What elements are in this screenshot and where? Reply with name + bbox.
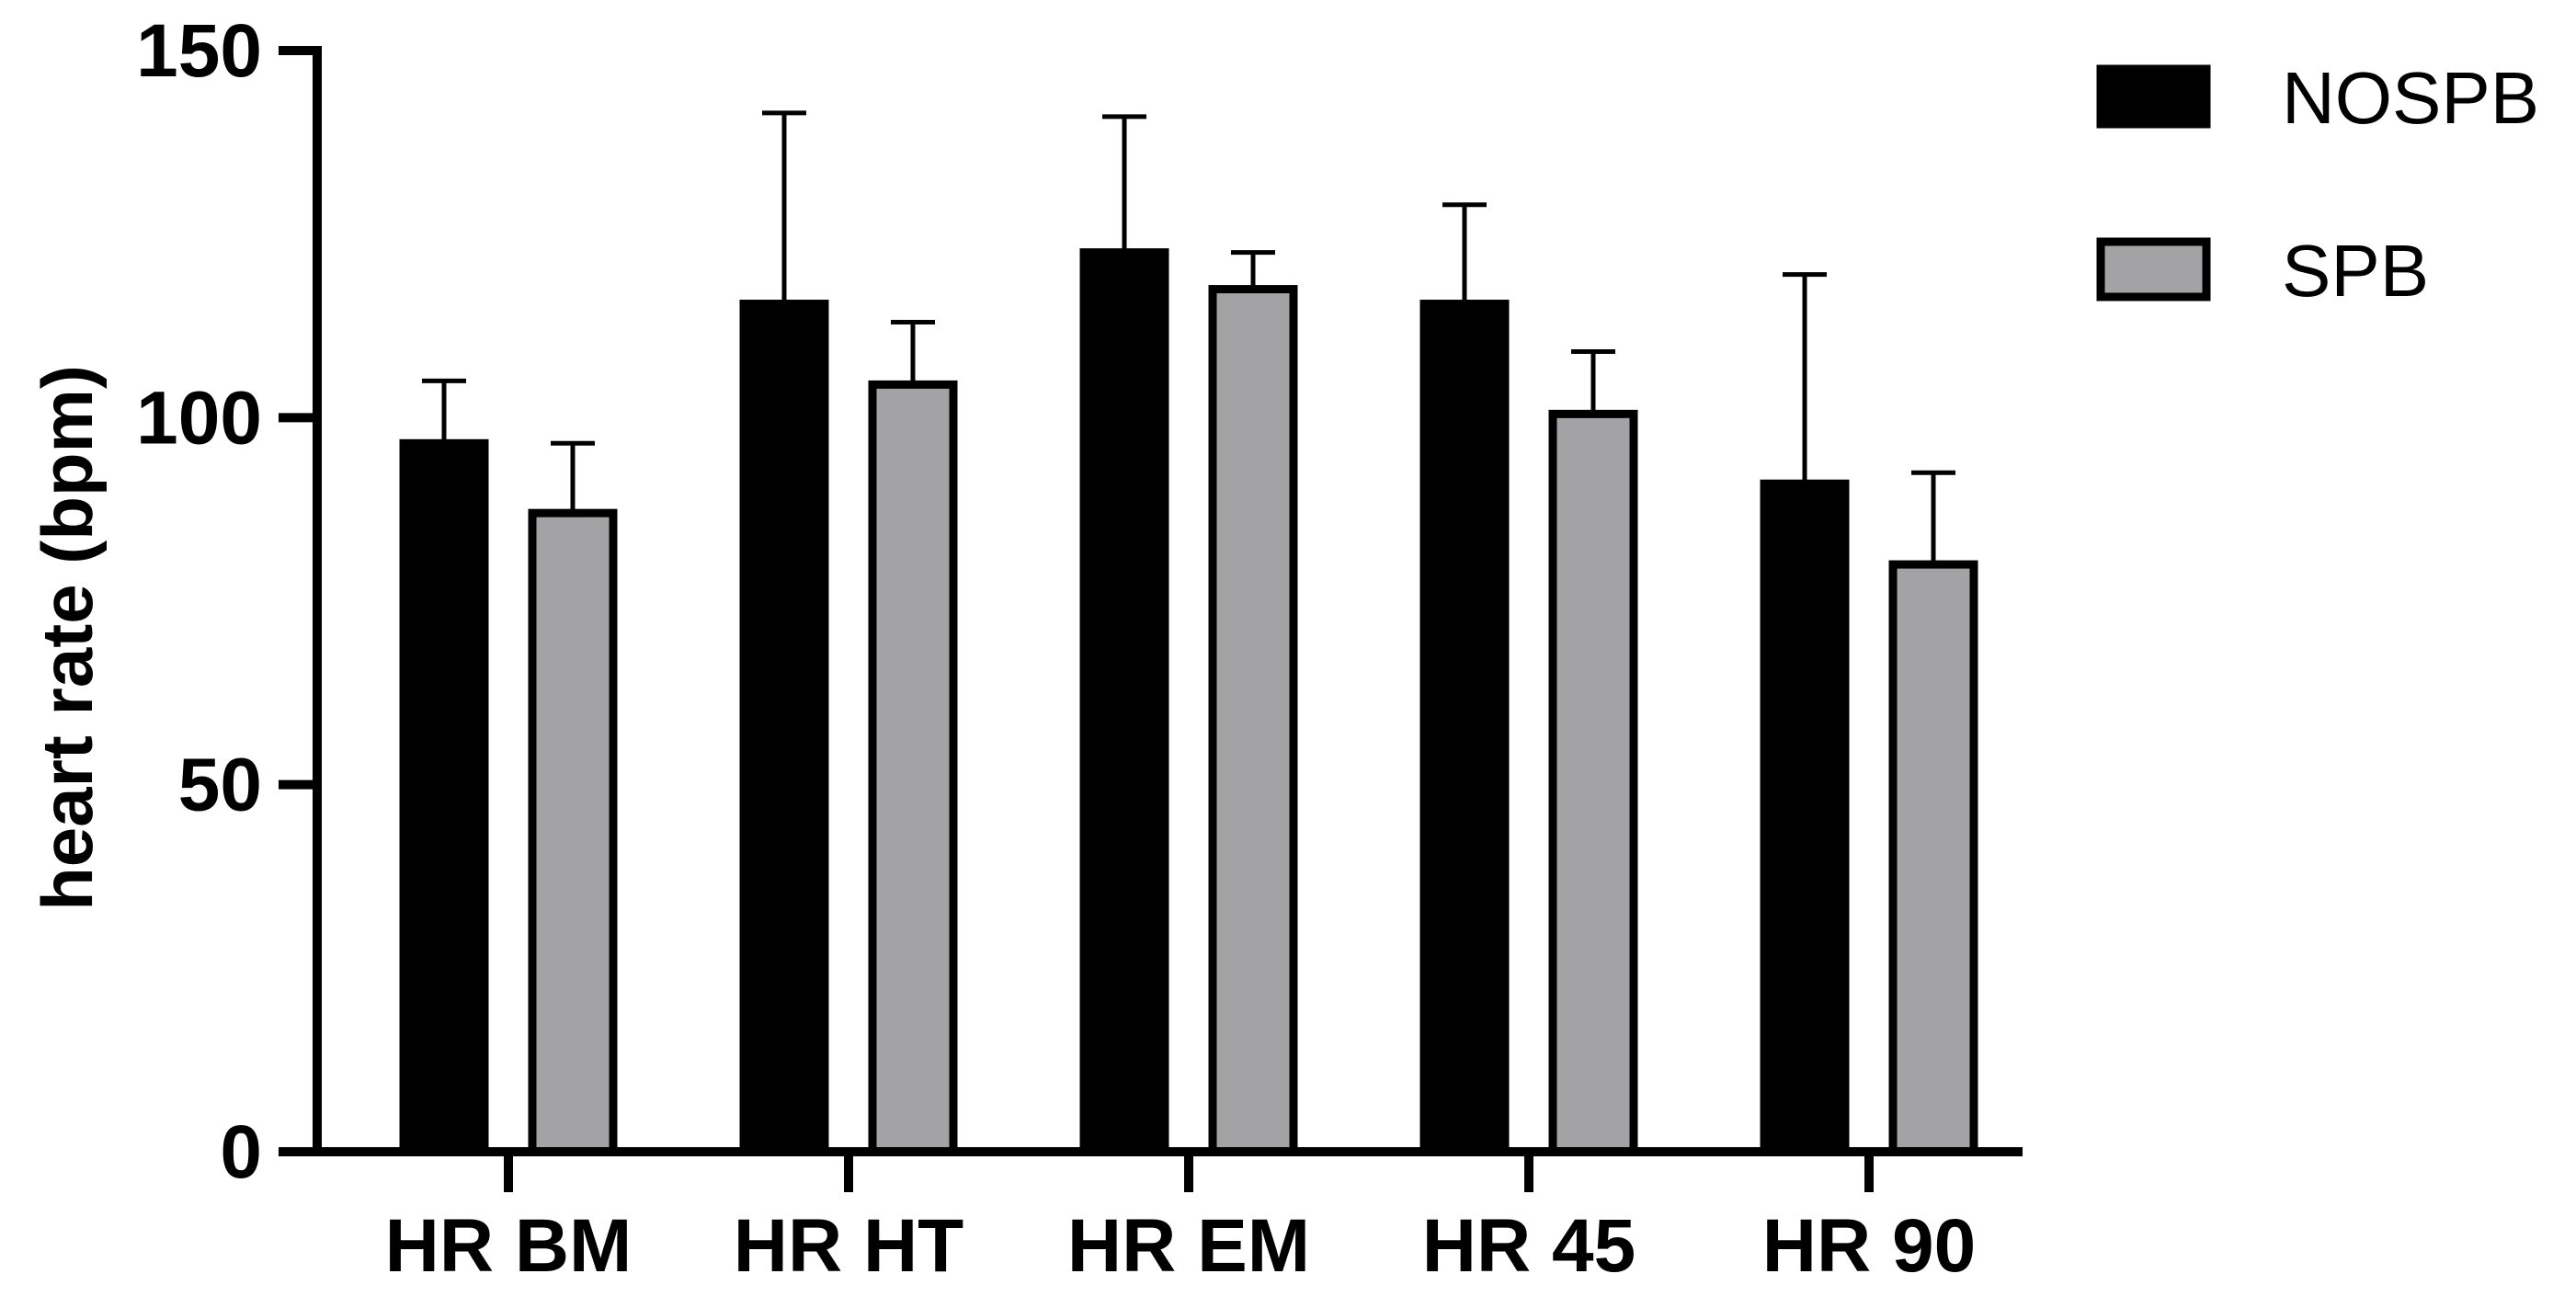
y-tick-label: 0 xyxy=(220,1110,262,1194)
x-category-label: HR HT xyxy=(734,1204,964,1288)
bar-spb xyxy=(528,508,618,1156)
y-ticks-layer: 0 50 100 150 xyxy=(136,9,317,1194)
y-tick-label: 100 xyxy=(136,376,262,460)
bar-spb xyxy=(1208,285,1298,1156)
y-axis-title: heart rate (bpm) xyxy=(27,365,108,911)
legend-label-spb: SPB xyxy=(2282,230,2429,312)
bar-spb xyxy=(1888,560,1978,1156)
y-tick-label: 50 xyxy=(178,744,262,827)
x-category-label: HR EM xyxy=(1067,1204,1310,1288)
error-bars-layer xyxy=(422,110,1955,565)
bar-nospb xyxy=(1760,479,1850,1156)
legend-swatch-spb xyxy=(2096,237,2211,301)
bar-nospb xyxy=(1419,300,1510,1156)
axes-layer xyxy=(313,46,2023,1156)
bar-nospb xyxy=(739,300,829,1156)
y-tick-label: 150 xyxy=(136,9,262,93)
x-category-label: HR 45 xyxy=(1422,1204,1636,1288)
x-category-label: HR 90 xyxy=(1762,1204,1976,1288)
legend-label-nospb: NOSPB xyxy=(2282,57,2539,139)
bar-nospb xyxy=(399,438,489,1156)
bar-spb xyxy=(868,380,958,1156)
bar-spb xyxy=(1548,409,1638,1156)
legend-swatch-nospb xyxy=(2096,64,2211,129)
x-category-label: HR BM xyxy=(385,1204,633,1288)
x-ticks-layer: HR BM HR HT HR EM HR 45 HR 90 xyxy=(385,1152,1976,1288)
bar-nospb xyxy=(1079,248,1169,1156)
legend: NOSPB SPB xyxy=(2096,57,2539,312)
bars-layer xyxy=(399,248,1978,1156)
